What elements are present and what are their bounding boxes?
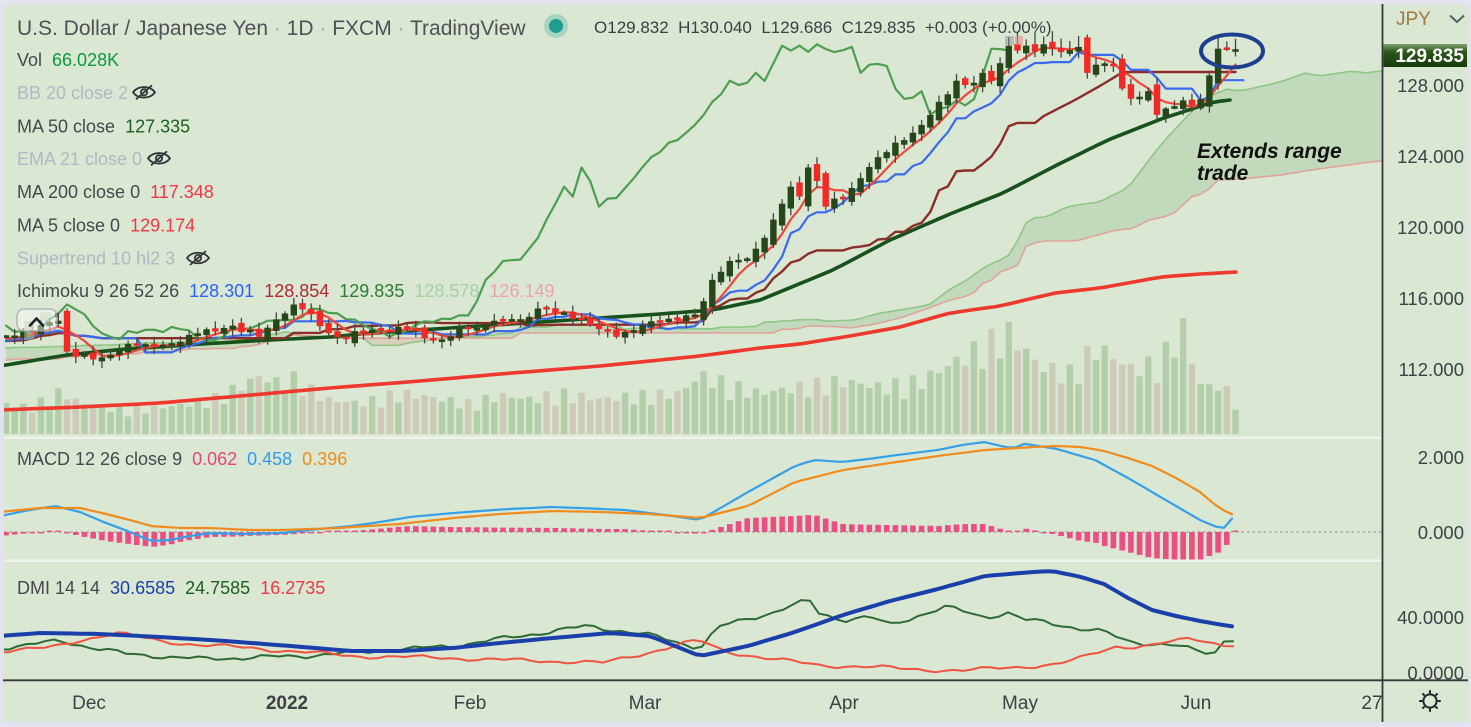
svg-text:129.835: 129.835	[1395, 46, 1464, 67]
svg-text:Vol 66.028K: Vol 66.028K	[17, 50, 119, 70]
svg-text:Dec: Dec	[72, 693, 106, 714]
svg-text:128.000: 128.000	[1397, 75, 1464, 96]
svg-text:2022: 2022	[266, 693, 308, 714]
svg-text:2.000: 2.000	[1418, 447, 1464, 468]
svg-text:BB 20 close 2: BB 20 close 2	[17, 83, 128, 103]
svg-text:JPY: JPY	[1396, 9, 1431, 30]
svg-text:U.S. Dollar / Japanese Yen · 1: U.S. Dollar / Japanese Yen · 1D · FXCM ·…	[17, 17, 526, 40]
svg-text:40.0000: 40.0000	[1397, 607, 1464, 628]
svg-text:Supertrend 10 hl2 3: Supertrend 10 hl2 3	[17, 249, 175, 269]
svg-text:Extends range: Extends range	[1197, 140, 1342, 163]
svg-text:116.000: 116.000	[1399, 288, 1465, 309]
svg-text:112.000: 112.000	[1399, 359, 1465, 380]
svg-text:EMA 21 close 0: EMA 21 close 0	[17, 149, 142, 169]
svg-text:Feb: Feb	[454, 693, 487, 714]
svg-text:124.000: 124.000	[1397, 146, 1464, 167]
svg-text:May: May	[1002, 693, 1038, 714]
svg-text:0.0000: 0.0000	[1407, 663, 1464, 684]
svg-text:Jun: Jun	[1181, 693, 1212, 714]
svg-text:Mar: Mar	[629, 693, 662, 714]
svg-text:MA 50 close 127.335: MA 50 close 127.335	[17, 116, 190, 136]
svg-text:Ichimoku 9 26 52 26 128.301: Ichimoku 9 26 52 26 128.301 128.854 129.…	[17, 281, 555, 301]
svg-text:0.000: 0.000	[1418, 522, 1464, 543]
svg-text:MACD 12 26 close 9 0.062 0.4: MACD 12 26 close 9 0.062 0.458 0.396	[17, 449, 347, 469]
svg-text:Apr: Apr	[829, 693, 859, 714]
svg-text:DMI 14 14 30.6585 24.7585 1: DMI 14 14 30.6585 24.7585 16.2735	[17, 578, 325, 598]
svg-text:MA 5 close 0 129.174: MA 5 close 0 129.174	[17, 215, 195, 235]
svg-text:MA 200 close 0 117.348: MA 200 close 0 117.348	[17, 182, 214, 202]
svg-text:120.000: 120.000	[1397, 217, 1464, 238]
svg-text:O129.832 H130.040 L129.686: O129.832 H130.040 L129.686 C129.835 +0.0…	[594, 18, 1052, 37]
svg-text:trade: trade	[1197, 162, 1249, 185]
svg-text:27: 27	[1361, 693, 1382, 714]
